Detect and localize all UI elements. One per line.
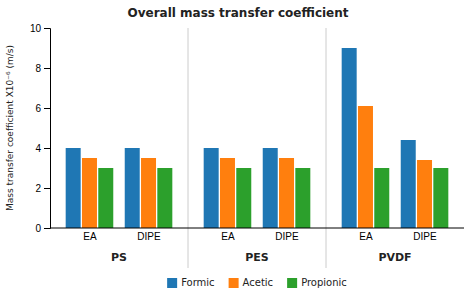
y-tick-label: 4 (35, 143, 41, 154)
x-tick: EA (221, 231, 235, 242)
x-tick: EA (83, 231, 97, 242)
chart: 0 2 4 6 8 10 EA DIPE EA DIPE EA DIPE PS PES PVDF Overal… (0, 0, 476, 294)
group-label: PS (111, 251, 127, 264)
bar (66, 148, 81, 228)
y-tick: 10 (30, 23, 50, 34)
bar (401, 140, 416, 228)
bar (82, 158, 97, 228)
x-tick-label: DIPE (275, 231, 299, 242)
y-tick-label: 8 (35, 63, 41, 74)
bar (358, 106, 373, 228)
x-tick: DIPE (275, 231, 299, 242)
x-tick-label: EA (359, 231, 373, 242)
y-axis: 0 2 4 6 8 10 (30, 23, 51, 234)
x-axis-line (50, 228, 464, 229)
bars (66, 48, 449, 228)
legend-swatch (229, 278, 239, 288)
y-axis-line (44, 29, 51, 229)
group-label: PES (245, 251, 269, 264)
y-tick-mark (44, 228, 50, 229)
x-tick: DIPE (137, 231, 161, 242)
legend-item: Propionic (287, 277, 347, 288)
y-tick-mark (44, 68, 50, 69)
legend-item: Formic (167, 277, 214, 288)
x-tick-label: DIPE (137, 231, 161, 242)
legend-label: Propionic (301, 277, 347, 288)
group-labels: PS PES PVDF (111, 251, 412, 264)
x-tick-label: EA (221, 231, 235, 242)
legend-item: Acetic (229, 277, 274, 288)
bar-series (98, 168, 448, 228)
legend-swatch (287, 278, 297, 288)
bar (204, 148, 219, 228)
bar-series (66, 48, 416, 228)
y-tick-mark (44, 28, 50, 29)
bar (433, 168, 448, 228)
x-tick: DIPE (413, 231, 437, 242)
bar (263, 148, 278, 228)
bar (125, 148, 140, 228)
bar (417, 160, 432, 228)
y-tick-mark (44, 148, 50, 149)
y-tick: 2 (35, 183, 50, 194)
bar (279, 158, 294, 228)
x-tick-label: EA (83, 231, 97, 242)
legend-swatch (167, 278, 177, 288)
y-tick-mark (44, 188, 50, 189)
group-label: PVDF (378, 251, 411, 264)
bar-series (82, 106, 432, 228)
title: Overall mass transfer coefficient (127, 6, 348, 20)
x-axis: EA DIPE EA DIPE EA DIPE (50, 228, 464, 242)
bar (295, 168, 310, 228)
group-dividers (188, 28, 326, 268)
bar (374, 168, 389, 228)
bar (220, 158, 235, 228)
group-divider (188, 28, 189, 268)
x-tick-label: DIPE (413, 231, 437, 242)
y-tick: 0 (35, 223, 50, 234)
y-tick-label: 10 (30, 23, 42, 34)
bar (141, 158, 156, 228)
y-tick-mark (44, 108, 50, 109)
y-tick: 8 (35, 63, 50, 74)
y-axis-title: Mass transfer coefficient X10⁻⁶ (m/s) (5, 45, 15, 211)
bar (342, 48, 357, 228)
bar (98, 168, 113, 228)
x-tick: EA (359, 231, 373, 242)
bar (236, 168, 251, 228)
legend-label: Formic (181, 277, 214, 288)
y-tick-label: 0 (35, 223, 41, 234)
group-divider (326, 28, 327, 268)
y-tick: 4 (35, 143, 50, 154)
y-tick-label: 2 (35, 183, 41, 194)
plot: 0 2 4 6 8 10 EA DIPE EA DIPE EA DIPE PS PES PVDF (30, 23, 464, 268)
y-tick-label: 6 (35, 103, 41, 114)
legend-label: Acetic (243, 277, 274, 288)
legend: Formic Acetic Propionic (167, 277, 347, 288)
bar (157, 168, 172, 228)
y-tick: 6 (35, 103, 50, 114)
